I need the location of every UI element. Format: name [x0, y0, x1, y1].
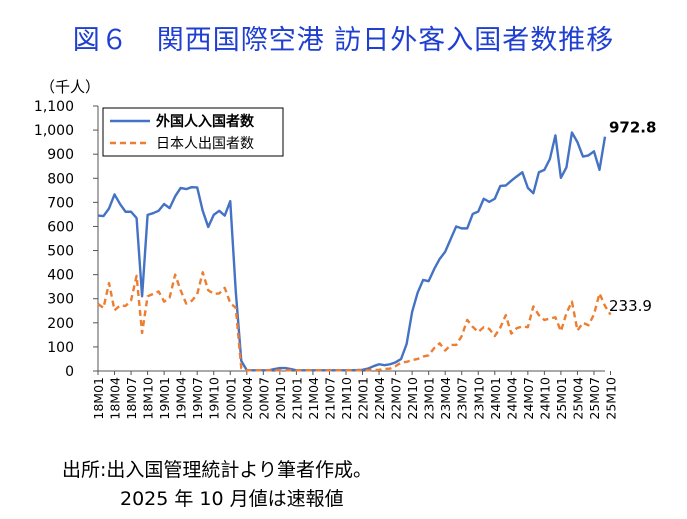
x-tick-label: 22M01: [356, 377, 371, 420]
y-tick-label: 100: [47, 340, 74, 356]
legend-label: 外国人入国者数: [156, 113, 255, 130]
end-label-japanese-departures: 233.9: [609, 297, 652, 315]
x-tick-label: 18M07: [124, 377, 139, 420]
y-tick-label: 600: [47, 219, 74, 235]
y-tick-label: 800: [47, 171, 74, 187]
y-tick-label: 500: [47, 244, 74, 260]
x-tick-label: 24M04: [504, 377, 519, 420]
provisional-note: 2025 年 10 月値は速報値: [120, 488, 344, 510]
x-tick-label: 23M04: [438, 377, 453, 420]
x-tick-label: 24M10: [537, 377, 552, 420]
y-tick-label: 0: [65, 364, 74, 380]
x-tick-label: 21M07: [322, 377, 337, 420]
x-tick-label: 20M07: [256, 377, 271, 420]
x-tick-label: 21M04: [306, 377, 321, 420]
y-tick-label: 400: [47, 268, 74, 284]
y-tick-label: 1,100: [34, 99, 74, 115]
x-tick-label: 20M01: [223, 377, 238, 420]
y-tick-label: 200: [47, 316, 74, 332]
x-tick-label: 18M04: [108, 377, 123, 420]
source-note: 出所:出入国管理統計より筆者作成。: [62, 459, 373, 481]
x-tick-label: 23M07: [455, 377, 470, 420]
x-tick-label: 22M07: [389, 377, 404, 420]
x-tick-label: 18M10: [141, 377, 156, 420]
x-tick-label: 19M10: [207, 377, 222, 420]
x-tick-label: 19M04: [174, 377, 189, 420]
y-tick-label: 700: [47, 195, 74, 211]
chart-title: 図６ 関西国際空港 訪日外客入国者数推移: [72, 25, 615, 56]
x-tick-label: 23M10: [471, 377, 486, 420]
series-line-japanese-departures: [97, 271, 612, 372]
series-lines: [97, 131, 612, 372]
y-tick-label: 1,000: [34, 123, 74, 139]
end-label-foreign-arrivals: 972.8: [609, 119, 656, 137]
y-tick-label: 300: [47, 292, 74, 308]
x-tick-label: 20M04: [240, 377, 255, 420]
y-axis: 0 100 200 300 400 500 600 700 800 900 1,000 1,100: [34, 99, 99, 380]
series-line-foreign-arrivals: [97, 131, 607, 372]
y-unit-label: （千人）: [40, 78, 100, 96]
x-tick-label: 25M01: [554, 377, 569, 420]
x-tick-label: 22M04: [372, 377, 387, 420]
x-tick-label: 20M10: [273, 377, 288, 420]
x-tick-label: 25M10: [604, 377, 619, 420]
x-tick-label: 24M07: [521, 377, 536, 420]
x-tick-label: 21M10: [339, 377, 354, 420]
x-tick-label: 19M07: [190, 377, 205, 420]
x-tick-label: 25M04: [570, 377, 585, 420]
legend-label: 日本人出国者数: [156, 136, 254, 152]
x-tick-label: 18M01: [91, 377, 106, 420]
end-labels: 972.8 233.9: [609, 119, 656, 315]
legend-box: [102, 107, 284, 157]
x-tick-label: 23M01: [422, 377, 437, 420]
y-tick-label: 900: [47, 147, 74, 163]
x-tick-label: 22M10: [405, 377, 420, 420]
x-axis: 18M01 18M04 18M07 18M10 19M01 19M04 19M07 19M10…: [91, 370, 619, 420]
x-tick-label: 19M01: [157, 377, 172, 420]
x-tick-label: 21M01: [289, 377, 304, 420]
x-tick-label: 24M01: [488, 377, 503, 420]
x-tick-label: 25M07: [587, 377, 602, 420]
